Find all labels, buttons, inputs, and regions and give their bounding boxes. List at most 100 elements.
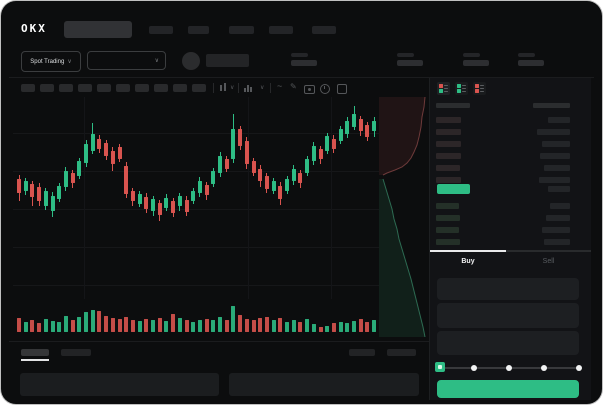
candle: [117, 147, 122, 159]
timeframe-button[interactable]: [40, 84, 54, 92]
candle: [224, 159, 229, 169]
candle: [137, 194, 142, 204]
candle: [325, 136, 330, 151]
slider-stop[interactable]: [541, 365, 547, 371]
nav-item[interactable]: [269, 26, 293, 34]
nav-item[interactable]: [149, 26, 173, 34]
indicators-icon[interactable]: [244, 83, 253, 92]
bottom-action[interactable]: [349, 349, 375, 356]
bottom-tab[interactable]: [61, 349, 91, 356]
last-price-row: [430, 184, 591, 196]
candle: [63, 171, 68, 187]
volume-bar: [171, 314, 176, 332]
volume-bar: [372, 320, 377, 332]
volume-bar: [358, 319, 363, 332]
timeframe-button[interactable]: [154, 84, 168, 92]
volume-bar: [30, 320, 35, 332]
tab-buy[interactable]: Buy: [461, 257, 475, 265]
chevron-down-icon: ∨: [67, 58, 72, 65]
last-price-badge: [437, 184, 470, 194]
orderbook-row[interactable]: [430, 138, 591, 150]
volume-bar: [151, 320, 155, 332]
nav-item[interactable]: [188, 26, 209, 34]
amount-field[interactable]: [437, 303, 579, 328]
draw-icon[interactable]: ✎: [290, 82, 297, 91]
bottom-tab-active[interactable]: [21, 349, 49, 356]
slider-stop[interactable]: [506, 365, 512, 371]
candle: [264, 176, 269, 189]
candle: [130, 191, 135, 201]
candle: [151, 199, 155, 211]
history-icon[interactable]: [320, 84, 330, 94]
volume-bar: [345, 323, 350, 332]
orderbook-row[interactable]: [430, 212, 591, 224]
candle: [271, 181, 276, 191]
timeframe-button[interactable]: [173, 84, 187, 92]
volume-bar: [325, 326, 330, 332]
timeframe-button[interactable]: [116, 84, 130, 92]
slider-stop[interactable]: [576, 365, 582, 371]
fullscreen-icon[interactable]: [337, 84, 347, 94]
candle: [258, 169, 263, 181]
orderbook-row[interactable]: [430, 174, 591, 186]
orderbook-row[interactable]: [430, 114, 591, 126]
candle: [218, 156, 222, 173]
tab-sell[interactable]: Sell: [542, 257, 555, 265]
search-input[interactable]: [64, 21, 132, 38]
candle: [305, 159, 310, 173]
orderbook-row[interactable]: [430, 126, 591, 138]
volume-bar: [244, 319, 249, 332]
volume-bar: [231, 306, 236, 332]
candle: [124, 166, 129, 194]
bottom-action[interactable]: [387, 349, 416, 356]
timeframe-button[interactable]: [97, 84, 111, 92]
market-type-selector[interactable]: Spot Trading ∨: [21, 51, 81, 72]
candle: [37, 187, 42, 201]
candle: [331, 139, 336, 149]
orderbook-row[interactable]: [430, 150, 591, 162]
slider-stop[interactable]: [471, 365, 477, 371]
orderbook-view-asks-icon[interactable]: [473, 82, 486, 95]
volume-bar: [311, 324, 316, 332]
timeframe-button[interactable]: [78, 84, 92, 92]
orderbook-row[interactable]: [430, 200, 591, 212]
buy-button[interactable]: [437, 380, 579, 398]
orderbook-row[interactable]: [430, 224, 591, 236]
candlestick-chart[interactable]: [13, 97, 379, 299]
price-column-header: [436, 103, 470, 108]
orderbook-row[interactable]: [430, 236, 591, 248]
line-tools-icon[interactable]: ~: [277, 81, 283, 91]
orderbook-view-all-icon[interactable]: [437, 82, 450, 95]
chevron-down-icon[interactable]: ∨: [260, 85, 265, 91]
nav-item[interactable]: [229, 26, 254, 34]
camera-icon[interactable]: [304, 85, 315, 94]
candle-type-icon[interactable]: [219, 83, 228, 93]
orderbook-amount: [537, 129, 570, 135]
candle: [144, 197, 149, 209]
orderbook-price: [436, 215, 460, 221]
timeframe-button[interactable]: [192, 84, 206, 92]
volume-bar: [285, 322, 289, 332]
total-field[interactable]: [437, 331, 579, 355]
orderbook-row[interactable]: [430, 162, 591, 174]
timeframe-button[interactable]: [135, 84, 149, 92]
price-field[interactable]: [437, 278, 579, 300]
slider-handle[interactable]: [435, 362, 445, 372]
orders-panel-placeholder: [20, 373, 219, 396]
timeframe-button[interactable]: [59, 84, 73, 92]
candle: [298, 173, 303, 183]
chevron-down-icon[interactable]: ∨: [230, 85, 235, 91]
volume-bar: [191, 322, 196, 332]
candle: [211, 171, 216, 184]
order-panel: Buy Sell: [429, 78, 591, 400]
orderbook-price: [436, 227, 459, 233]
pair-selector[interactable]: ∨: [87, 51, 166, 70]
orderbook-view-bids-icon[interactable]: [455, 82, 468, 95]
nav-item[interactable]: [312, 26, 336, 34]
candle: [197, 181, 202, 193]
orderbook-price: [436, 177, 461, 183]
orderbook-amount: [550, 203, 570, 209]
okx-logo: OKX: [21, 22, 47, 35]
orderbook-amount: [539, 177, 570, 183]
timeframe-button[interactable]: [21, 84, 35, 92]
